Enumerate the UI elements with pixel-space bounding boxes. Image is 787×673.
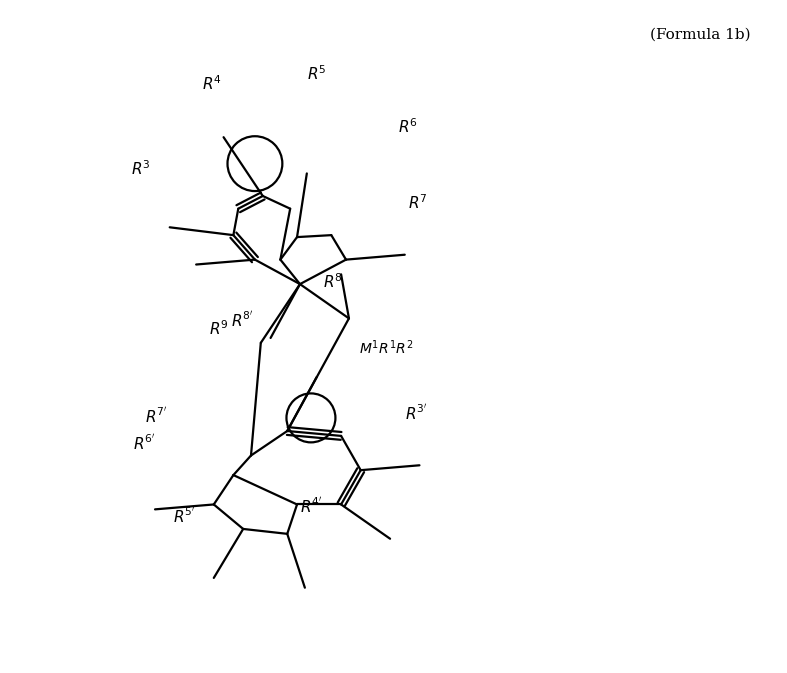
Text: $M^1R^1R^2$: $M^1R^1R^2$ — [359, 339, 413, 357]
Text: $R^5$: $R^5$ — [307, 64, 327, 83]
Text: $R^{6'}$: $R^{6'}$ — [134, 433, 156, 452]
Text: $R^{8'}$: $R^{8'}$ — [231, 311, 254, 330]
Text: $R^{5'}$: $R^{5'}$ — [172, 507, 195, 526]
Text: $R^{3'}$: $R^{3'}$ — [405, 404, 427, 423]
Text: $R^6$: $R^6$ — [398, 117, 418, 136]
Text: $R^{7'}$: $R^{7'}$ — [146, 406, 168, 426]
Text: $R^8$: $R^8$ — [323, 272, 343, 291]
Text: (Formula 1b): (Formula 1b) — [649, 28, 750, 41]
Text: $R^7$: $R^7$ — [408, 193, 427, 212]
Text: $R^{4'}$: $R^{4'}$ — [300, 497, 323, 516]
Text: $R^4$: $R^4$ — [202, 74, 222, 93]
Text: $R^9$: $R^9$ — [209, 319, 229, 338]
Text: $R^3$: $R^3$ — [131, 160, 150, 178]
